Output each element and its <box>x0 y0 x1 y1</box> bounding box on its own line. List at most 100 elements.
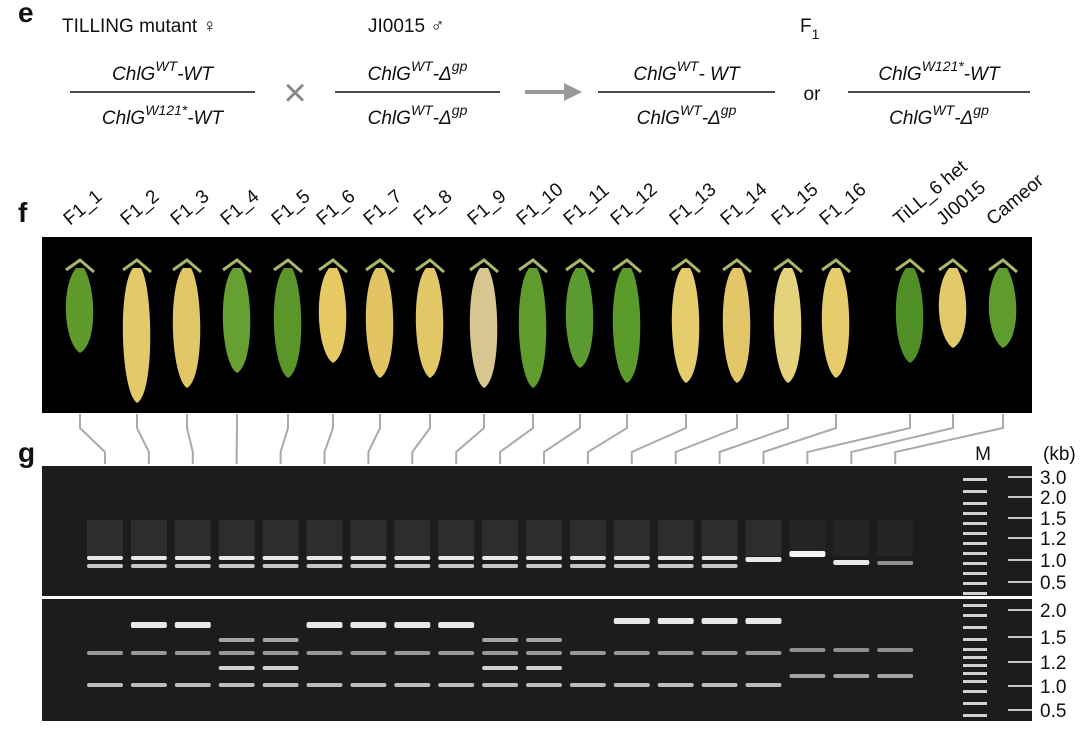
lane-label: F1_2 <box>117 186 164 230</box>
gel-band <box>130 651 167 655</box>
gel-band <box>482 651 519 655</box>
gel-band <box>526 666 562 670</box>
genotype-sup: gp <box>973 102 989 118</box>
pod-calyx <box>365 258 395 274</box>
gel-band <box>218 564 255 568</box>
gel-smear <box>482 520 519 556</box>
marker-band <box>963 522 987 525</box>
genotype-sup: W121* <box>922 58 965 74</box>
cross-sign: × <box>283 71 306 115</box>
lane-label: F1_8 <box>410 186 457 230</box>
size-label: 2.0 <box>1040 601 1066 622</box>
genotype-text: ChlG <box>368 64 411 85</box>
size-label: 3.0 <box>1040 468 1066 489</box>
lane-label: F1_13 <box>666 179 721 230</box>
gel-band <box>657 651 694 655</box>
parent-label: TILLING mutant ♀ <box>62 16 217 37</box>
marker-band <box>963 664 987 667</box>
pod-calyx <box>565 258 595 274</box>
pod <box>612 268 641 383</box>
marker-band <box>963 604 987 607</box>
genotype-sup: WT <box>932 102 955 118</box>
gel-band <box>613 564 650 568</box>
pod-calyx <box>415 258 445 274</box>
pod <box>172 268 201 388</box>
gel-band <box>745 683 782 687</box>
gel-band <box>745 557 782 562</box>
gel-band <box>745 651 782 655</box>
pod-calyx <box>671 258 701 274</box>
connector <box>674 414 738 464</box>
gel-band <box>745 618 782 624</box>
pod <box>671 268 700 383</box>
gel-band <box>613 651 650 655</box>
marker-band <box>963 478 987 481</box>
gel-band <box>657 618 694 624</box>
gel-band <box>306 564 343 568</box>
gel-band <box>833 674 870 678</box>
gel-smear <box>745 520 782 556</box>
gel-band <box>306 622 343 628</box>
gel-band <box>613 683 650 687</box>
gel-band <box>394 651 431 655</box>
genotype-sup: WT <box>411 102 434 118</box>
gel-smear <box>218 520 255 556</box>
marker-band <box>963 626 987 629</box>
gel-band <box>877 674 914 678</box>
gel-smear <box>569 520 606 556</box>
genotype-text: -WT <box>964 64 1001 85</box>
gel-smear <box>438 520 475 556</box>
connector <box>323 414 334 464</box>
gel-band <box>526 651 562 655</box>
gel-smear <box>613 520 650 556</box>
lane-label: F1_12 <box>607 179 662 230</box>
gel-band <box>174 564 211 568</box>
gel-band <box>613 556 650 560</box>
marker-band <box>963 502 987 505</box>
gel-band <box>438 622 475 628</box>
marker-band <box>963 656 987 659</box>
gel-band <box>569 556 606 560</box>
gel-band <box>218 556 255 560</box>
gel-band <box>438 556 475 560</box>
gel-band <box>350 564 387 568</box>
size-label: 1.5 <box>1040 628 1066 649</box>
genotype: ChlGWT-Δgp <box>368 58 468 85</box>
pod <box>722 268 751 383</box>
connector <box>279 414 289 464</box>
connector <box>186 414 194 464</box>
gel-smear <box>350 520 387 556</box>
pod <box>65 268 94 353</box>
gel-band <box>657 556 694 560</box>
gel-band <box>262 556 299 560</box>
offspring-sub: 1 <box>812 26 820 42</box>
gel-top <box>42 466 1032 596</box>
genotype: ChlGWT-Δgp <box>637 102 737 129</box>
genotype-text: ChlG <box>368 108 411 129</box>
pod-calyx <box>821 258 851 274</box>
genotype-text: ChlG <box>112 64 155 85</box>
marker-label: M <box>975 444 991 465</box>
pod <box>773 268 802 383</box>
pod-calyx <box>518 258 548 274</box>
gel-band <box>262 666 299 670</box>
gel-band <box>87 683 123 687</box>
marker-band <box>963 680 987 683</box>
pod <box>222 268 251 373</box>
genotype-text: ChlG <box>633 64 676 85</box>
marker-band <box>963 672 987 675</box>
gel-band <box>526 638 562 642</box>
connector <box>586 414 628 464</box>
gel-band <box>526 683 562 687</box>
gel-band <box>394 622 431 628</box>
gel-band <box>262 651 299 655</box>
marker-band <box>963 592 987 595</box>
genotype: ChlGWT-WT <box>112 58 214 85</box>
gel-smear <box>833 520 870 556</box>
gel-band <box>350 683 387 687</box>
gel-smear <box>87 520 123 556</box>
gel-band <box>789 674 826 678</box>
gel-band <box>526 564 562 568</box>
lane-label: F1_4 <box>217 186 264 230</box>
